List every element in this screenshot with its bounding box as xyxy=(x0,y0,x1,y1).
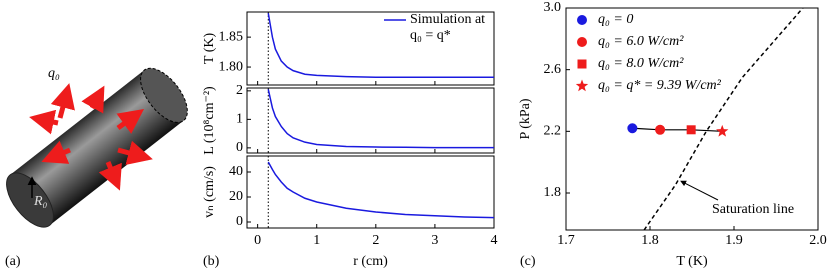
y-tick-label: 20 xyxy=(229,189,243,204)
annotation: Saturation line xyxy=(712,202,794,217)
x-tick-label: 3 xyxy=(431,233,438,248)
radius-label: R₀ xyxy=(33,194,48,209)
y-axis-label: P (kPa) xyxy=(518,98,533,139)
annotation-arrow xyxy=(680,180,719,201)
data-line xyxy=(267,161,495,219)
cylinder-illustration: q₀ R₀ (a) xyxy=(5,66,188,269)
legend-marker xyxy=(577,37,587,47)
legend-marker xyxy=(577,15,587,25)
marker xyxy=(686,125,696,135)
y-axis-label: T (K) xyxy=(202,33,217,65)
x-tick-label: 2 xyxy=(372,233,379,248)
data-line xyxy=(267,89,494,149)
y-tick-label: 1 xyxy=(236,112,243,127)
x-axis-label: T (K) xyxy=(676,254,708,269)
panel-label: (a) xyxy=(5,254,21,269)
y-tick-label: 1.85 xyxy=(219,29,244,44)
plot-frame xyxy=(246,11,495,86)
legend-marker xyxy=(577,59,587,69)
y-tick-label: 2.2 xyxy=(544,124,562,139)
legend-label: q₀ = 6.0 W/cm² xyxy=(598,34,684,49)
panel-label: (b) xyxy=(203,254,220,269)
x-tick-label: 1.9 xyxy=(725,233,743,248)
legend-label: q₀ = 0 xyxy=(598,12,633,27)
y-axis-label: L (10⁸cm⁻²) xyxy=(202,86,217,155)
y-tick-label: 0 xyxy=(236,214,243,229)
connector xyxy=(632,127,723,132)
marker xyxy=(655,124,666,135)
legend-marker xyxy=(575,79,589,92)
y-tick-label: 0 xyxy=(236,140,243,155)
x-tick-label: 1.8 xyxy=(641,233,659,248)
x-tick-label: 0 xyxy=(254,233,261,248)
panel-label: (c) xyxy=(520,254,536,269)
y-tick-label: 1.8 xyxy=(544,185,562,200)
plot-frame xyxy=(246,87,495,154)
legend-label: Simulation at q₀ = q* xyxy=(410,12,486,43)
heat-flux-label: q₀ xyxy=(48,66,60,81)
marker xyxy=(716,124,729,137)
legend-label: q₀ = 8.0 W/cm² xyxy=(598,56,684,71)
y-tick-label: 2.6 xyxy=(544,62,562,77)
y-tick-label: 1.80 xyxy=(219,59,244,74)
data-line xyxy=(267,13,494,78)
x-tick-label: 1 xyxy=(313,233,320,248)
y-axis-label: vₙ (cm/s) xyxy=(202,166,217,218)
y-tick-label: 40 xyxy=(229,164,243,179)
x-axis-label: r (cm) xyxy=(353,254,388,269)
y-tick-label: 3.0 xyxy=(544,0,562,15)
plot-frame xyxy=(246,155,495,229)
x-tick-label: 1.7 xyxy=(557,233,575,248)
x-tick-label: 2.0 xyxy=(809,233,827,248)
x-tick-label: 4 xyxy=(491,233,498,248)
legend-label: q₀ = q* = 9.39 W/cm² xyxy=(598,78,722,93)
plot-frame xyxy=(565,7,819,231)
marker xyxy=(627,123,638,134)
saturation-line xyxy=(643,8,804,230)
y-tick-label: 2 xyxy=(236,83,243,98)
